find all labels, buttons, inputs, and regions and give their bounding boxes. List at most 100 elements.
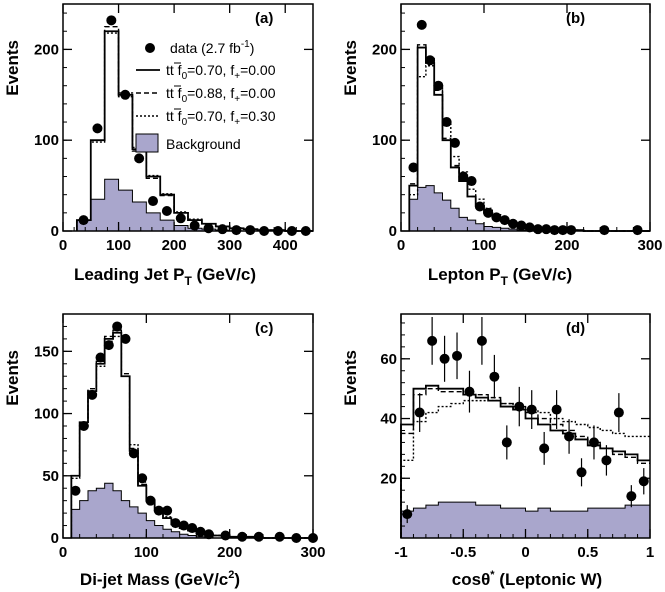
x-tick-label: 300 (637, 237, 662, 254)
legend-entry-label: tt f0=0.88, f+=0.00 (166, 85, 276, 105)
panel-label: (d) (566, 320, 585, 337)
data-point (576, 467, 587, 478)
plot-frame (400, 3, 651, 232)
data-point (245, 225, 256, 236)
data-point (189, 220, 200, 231)
panel-label: (b) (566, 10, 585, 27)
data-point (441, 117, 452, 128)
x-axis-label: Di-jet Mass (GeV/c2) (80, 569, 240, 589)
data-point (489, 371, 500, 382)
y-axis-label: Events (3, 350, 22, 406)
data-point (458, 171, 469, 182)
data-point (516, 220, 527, 231)
data-point (526, 404, 537, 415)
data-point (599, 225, 610, 236)
y-tick-label: 200 (34, 41, 59, 58)
panel-label: (c) (255, 320, 273, 337)
panel-a: 0 100 200 300 400 0 100 200 (a) Events Leading Jet… (3, 3, 314, 288)
x-tick-label: 300 (217, 237, 242, 254)
data-point (408, 162, 419, 173)
panel-b: 0 100 200 300 0 100 200 (b) Events Lepton PT (GeV… (341, 3, 663, 288)
data-point (433, 80, 444, 91)
data-point (237, 531, 248, 542)
data-point (220, 530, 231, 541)
data-point (253, 531, 264, 542)
data-point (564, 431, 575, 442)
y-tick-label: 60 (380, 351, 397, 368)
data-point (524, 222, 535, 233)
data-point (187, 523, 198, 534)
data-point (439, 353, 450, 364)
data-point (145, 495, 156, 506)
plot-frame (62, 3, 314, 232)
data-point (601, 455, 612, 466)
data-point (551, 404, 562, 415)
y-tick-label: 100 (372, 132, 397, 149)
ttbar-histogram-dashed (76, 26, 313, 232)
ttbar-histogram-dashed (400, 387, 650, 538)
y-tick-label: 200 (372, 41, 397, 58)
data-point (92, 123, 103, 134)
data-point (588, 437, 599, 448)
panel-c: 0 100 200 300 0 50 100 150 (c) Events Di-jet Mass … (3, 313, 326, 589)
data-point (474, 201, 485, 212)
data-point (175, 213, 186, 224)
x-axis-label: Lepton PT (GeV/c) (428, 265, 572, 288)
data-point (178, 520, 189, 531)
x-tick-label: 200 (217, 544, 242, 561)
x-tick-label: 0.5 (577, 544, 598, 561)
ttbar-histogram-dotted (400, 399, 650, 538)
y-tick-label: 100 (34, 406, 59, 423)
data-point (464, 386, 475, 397)
legend-background-swatch (135, 133, 159, 153)
data-point (416, 19, 427, 30)
x-tick-label: -1 (394, 544, 407, 561)
x-tick-label: 100 (106, 237, 131, 254)
data-point (514, 401, 525, 412)
x-tick-label: 200 (554, 237, 579, 254)
data-point (106, 15, 117, 26)
y-tick-label: 40 (380, 411, 397, 428)
legend-entry-label: tt f0=0.70, f+=0.00 (166, 62, 276, 82)
data-point (427, 335, 438, 346)
data-point (501, 437, 512, 448)
data-point (87, 389, 98, 400)
data-point (499, 215, 510, 226)
data-point (566, 225, 577, 236)
data-point (539, 443, 550, 454)
x-tick-label: -0.5 (450, 544, 476, 561)
data-point (120, 89, 131, 100)
data-point (626, 491, 637, 502)
data-point (203, 223, 214, 234)
data-point (162, 505, 173, 516)
data-point (632, 225, 643, 236)
data-point (120, 333, 131, 344)
x-tick-label: 300 (300, 544, 325, 561)
data-point (137, 473, 148, 484)
legend-data-marker (145, 43, 155, 53)
data-point (508, 218, 519, 229)
legend-entry-label: tt f0=0.70, f+=0.30 (166, 108, 276, 128)
legend-background-label: Background (166, 136, 241, 152)
data-point (231, 225, 242, 236)
x-axis-label: Leading Jet PT (GeV/c) (74, 265, 256, 288)
x-tick-label: 100 (134, 544, 159, 561)
y-tick-label: 50 (42, 468, 59, 485)
data-point (128, 448, 139, 459)
y-tick-label: 0 (51, 530, 59, 547)
y-axis-label: Events (341, 350, 360, 406)
x-tick-label: 200 (162, 237, 187, 254)
data-point (466, 176, 477, 187)
x-tick-label: 0 (521, 544, 529, 561)
data-point (78, 421, 89, 431)
data-point (95, 352, 106, 363)
data-point (452, 350, 463, 361)
panel-d: -1 -0.5 0 0.5 1 20 40 60 (d) Events cosθ* (Leptoni… (341, 313, 654, 589)
y-axis-label: Events (3, 40, 22, 96)
y-tick-label: 0 (389, 223, 397, 240)
data-point (613, 407, 624, 418)
data-point (414, 407, 425, 418)
data-point (103, 340, 114, 351)
data-point (491, 212, 502, 223)
